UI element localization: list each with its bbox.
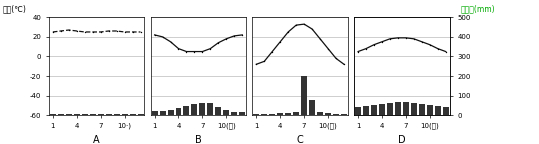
Bar [216,107,222,115]
Bar [58,114,64,115]
Bar [270,114,275,115]
Bar [199,103,205,115]
Text: 气温(℃): 气温(℃) [3,4,26,13]
Bar [309,100,315,115]
Bar [50,114,56,115]
Bar [411,103,417,115]
Bar [231,112,237,115]
Bar [379,104,385,115]
Bar [160,111,165,115]
Bar [355,107,361,115]
Bar [443,107,448,115]
Bar [253,114,259,115]
Bar [168,110,174,115]
Bar [427,105,433,115]
Bar [261,114,267,115]
Bar [151,111,157,115]
Bar [387,103,393,115]
Bar [371,105,377,115]
Bar [176,108,182,115]
Bar [293,112,299,115]
Bar [239,112,245,115]
Bar [317,112,323,115]
Text: D: D [398,135,406,144]
Bar [325,113,331,115]
Text: A: A [93,135,100,144]
Bar [89,114,96,115]
Bar [333,114,339,115]
Bar [122,114,128,115]
Bar [208,103,213,115]
Bar [191,104,197,115]
Bar [129,114,135,115]
Bar [114,114,120,115]
Bar [403,103,409,115]
Bar [277,113,283,115]
Bar [285,113,291,115]
Bar [363,106,369,115]
Bar [106,114,112,115]
Bar [74,114,80,115]
Bar [183,106,189,115]
Bar [301,76,307,115]
Text: C: C [297,135,303,144]
Bar [137,114,143,115]
Bar [395,103,401,115]
Bar [435,106,441,115]
Bar [66,114,72,115]
Bar [223,110,229,115]
Bar [419,104,425,115]
Bar [98,114,103,115]
Text: 降水量(mm): 降水量(mm) [461,4,495,13]
Text: B: B [195,135,202,144]
Bar [341,114,347,115]
Bar [82,114,88,115]
